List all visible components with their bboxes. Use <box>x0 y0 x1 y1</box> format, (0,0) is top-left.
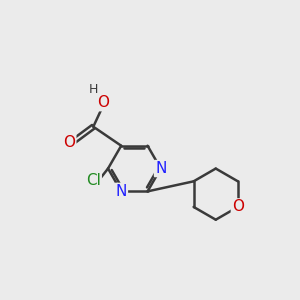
Text: H: H <box>88 83 98 96</box>
Text: N: N <box>116 184 127 199</box>
Text: O: O <box>98 95 110 110</box>
Text: O: O <box>63 135 75 150</box>
Text: Cl: Cl <box>86 173 101 188</box>
Text: O: O <box>232 200 244 214</box>
Text: N: N <box>155 161 166 176</box>
